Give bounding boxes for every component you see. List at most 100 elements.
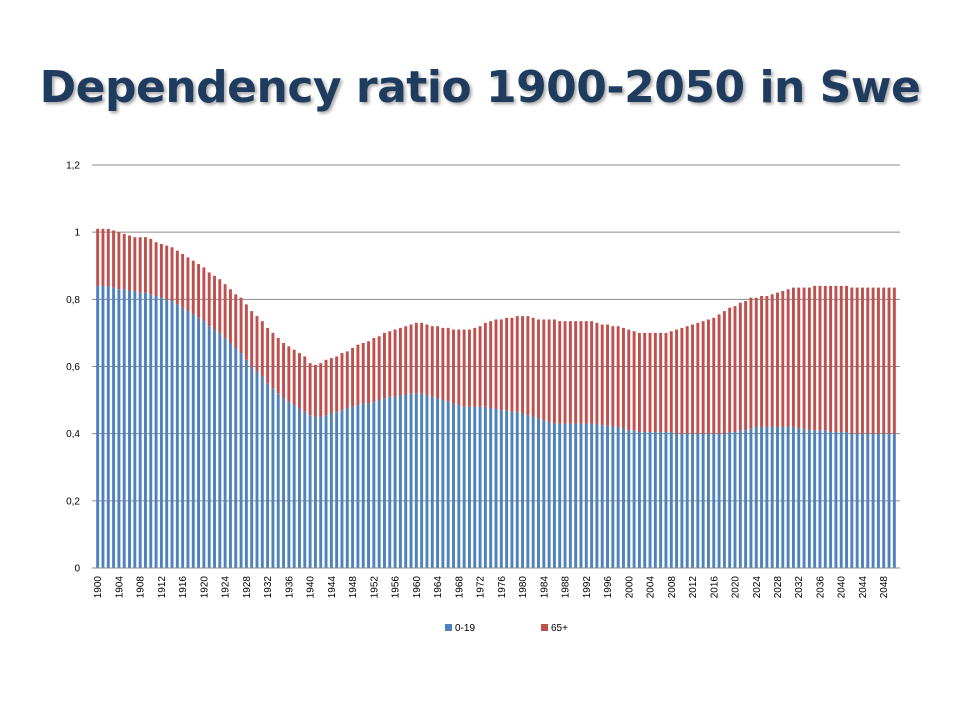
bar-65-plus — [786, 289, 790, 427]
x-tick-label: 2040 — [837, 576, 848, 599]
bar-65-plus — [430, 326, 434, 397]
bar-0-19 — [659, 431, 663, 568]
bar-0-19 — [834, 431, 838, 568]
bar-65-plus — [675, 329, 679, 434]
bar-65-plus — [876, 287, 880, 434]
x-tick-label: 2028 — [773, 576, 784, 599]
bar-0-19 — [738, 430, 742, 568]
bar-65-plus — [818, 285, 822, 431]
bar-0-19 — [701, 433, 705, 568]
bar-0-19 — [791, 426, 795, 568]
bar-65-plus — [473, 327, 477, 407]
bar-65-plus — [462, 329, 466, 407]
x-tick-label: 2020 — [731, 576, 742, 599]
bar-65-plus — [563, 321, 567, 424]
bar-65-plus — [568, 321, 572, 424]
bar-0-19 — [542, 420, 546, 568]
bar-0-19 — [250, 366, 254, 568]
bar-65-plus — [228, 289, 232, 343]
bar-0-19 — [845, 431, 849, 568]
bar-65-plus — [361, 342, 365, 404]
bar-0-19 — [892, 433, 896, 568]
x-tick-label: 2036 — [815, 576, 826, 599]
bar-65-plus — [584, 321, 588, 424]
bar-0-19 — [367, 403, 370, 568]
bar-0-19 — [303, 411, 307, 568]
y-tick-label: 0 — [74, 564, 80, 575]
bar-0-19 — [590, 423, 594, 568]
bar-65-plus — [377, 336, 381, 401]
y-tick-label: 1 — [74, 228, 80, 239]
x-tick-label: 1980 — [518, 576, 529, 599]
bar-0-19 — [372, 401, 376, 568]
bar-0-19 — [319, 416, 323, 568]
bar-65-plus — [696, 322, 700, 434]
bar-65-plus — [175, 250, 179, 305]
bar-0-19 — [128, 290, 131, 568]
bar-0-19 — [228, 342, 232, 568]
bar-65-plus — [149, 238, 153, 295]
bar-0-19 — [579, 423, 583, 568]
bar-65-plus — [202, 267, 206, 322]
bar-65-plus — [467, 329, 471, 407]
y-axis-tick-labels: 0 0,2 0,4 0,6 0,8 1 1,2 — [66, 161, 80, 575]
bar-65-plus — [372, 337, 376, 402]
bar-65-plus — [637, 332, 641, 432]
bar-65-plus — [207, 272, 211, 327]
bar-0-19 — [159, 297, 163, 568]
bar-0-19 — [882, 433, 886, 568]
bar-65-plus — [414, 322, 418, 394]
bar-65-plus — [760, 295, 764, 427]
bar-0-19 — [234, 348, 238, 568]
bar-65-plus — [802, 287, 806, 429]
bar-65-plus — [627, 329, 631, 431]
legend-swatch — [445, 624, 452, 631]
bar-65-plus — [632, 331, 636, 431]
x-tick-label: 2048 — [879, 576, 890, 599]
x-tick-label: 1908 — [136, 576, 147, 599]
bar-0-19 — [213, 329, 216, 568]
bar-65-plus — [398, 327, 402, 396]
bar-0-19 — [829, 431, 833, 568]
x-tick-label: 1948 — [348, 576, 359, 599]
bar-65-plus — [505, 317, 509, 411]
legend: 0-19 65+ — [445, 623, 568, 634]
bar-65-plus — [807, 287, 811, 431]
x-tick-label: 2008 — [667, 576, 678, 599]
bar-0-19 — [414, 393, 418, 568]
x-tick-label: 1900 — [93, 576, 104, 599]
bar-65-plus — [367, 341, 370, 404]
bar-65-plus — [834, 285, 838, 432]
bar-65-plus — [425, 324, 429, 396]
bar-0-19 — [818, 430, 822, 568]
bar-65-plus — [829, 285, 833, 432]
bar-0-19 — [335, 411, 339, 568]
bar-65-plus — [648, 332, 652, 432]
bar-65-plus — [754, 297, 758, 427]
bar-65-plus — [776, 292, 779, 427]
bar-65-plus — [552, 319, 556, 424]
bar-0-19 — [112, 287, 116, 568]
bar-0-19 — [276, 393, 280, 568]
x-tick-label: 1984 — [539, 576, 550, 599]
x-tick-label: 1968 — [454, 576, 465, 599]
bar-65-plus — [452, 329, 455, 404]
bar-0-19 — [377, 400, 381, 568]
bar-65-plus — [574, 321, 578, 424]
bar-65-plus — [335, 356, 339, 412]
legend-label: 0-19 — [455, 623, 475, 634]
bar-0-19 — [505, 410, 509, 568]
x-tick-label: 1996 — [603, 576, 614, 599]
x-tick-label: 1920 — [199, 576, 210, 599]
bar-0-19 — [637, 431, 641, 568]
x-tick-label: 1992 — [582, 576, 593, 599]
bar-0-19 — [420, 393, 424, 568]
bar-0-19 — [802, 428, 806, 568]
bars — [96, 228, 896, 568]
bar-0-19 — [436, 398, 440, 568]
bar-0-19 — [186, 311, 190, 568]
bar-65-plus — [213, 275, 216, 330]
bar-0-19 — [797, 428, 801, 568]
bar-65-plus — [138, 237, 142, 293]
bar-0-19 — [813, 430, 817, 568]
